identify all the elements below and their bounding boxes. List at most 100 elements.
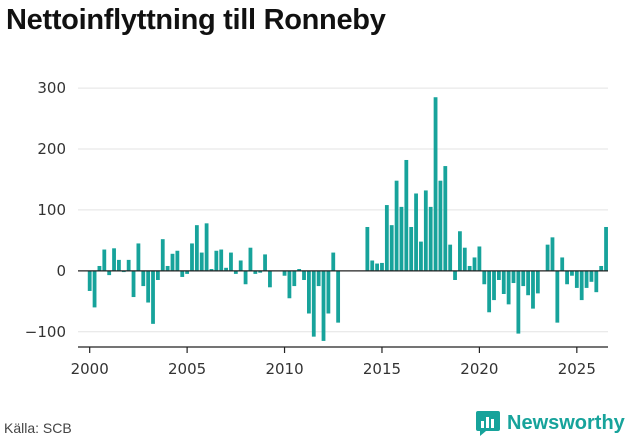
bar bbox=[336, 270, 341, 323]
bar bbox=[155, 270, 160, 280]
bar bbox=[506, 270, 511, 305]
bar bbox=[224, 267, 228, 271]
y-tick-label: 100 bbox=[37, 201, 66, 219]
bar bbox=[321, 270, 326, 341]
bar bbox=[311, 270, 316, 337]
bar-chart: −100 0 100 200 300 2000 2005 2010 2015 2020 2025 bbox=[25, 79, 608, 378]
bar bbox=[443, 166, 448, 271]
bar bbox=[326, 270, 331, 314]
bar bbox=[555, 270, 560, 323]
bar bbox=[589, 270, 594, 282]
bar bbox=[170, 253, 175, 271]
bar bbox=[263, 254, 267, 271]
bar bbox=[146, 270, 151, 303]
x-tick-label: 2010 bbox=[265, 360, 303, 378]
bar bbox=[287, 270, 292, 299]
bar bbox=[409, 226, 414, 271]
bar bbox=[467, 265, 472, 271]
bar bbox=[258, 270, 263, 273]
bar bbox=[160, 239, 165, 271]
bar bbox=[151, 270, 155, 324]
bar bbox=[316, 270, 321, 287]
bar bbox=[141, 270, 146, 287]
bar bbox=[531, 270, 535, 309]
brand-logo[interactable]: Newsworthy bbox=[475, 408, 625, 438]
bar bbox=[87, 270, 92, 291]
bar bbox=[131, 270, 136, 298]
bar bbox=[282, 270, 287, 276]
bar bbox=[219, 249, 224, 271]
bar bbox=[126, 259, 131, 271]
source-label: Källa: SCB bbox=[4, 420, 72, 436]
bar bbox=[579, 270, 584, 301]
bar bbox=[175, 250, 180, 271]
bar bbox=[511, 270, 516, 284]
y-tick-label: 200 bbox=[37, 140, 66, 158]
bar bbox=[199, 252, 204, 271]
x-tick-label: 2005 bbox=[168, 360, 206, 378]
bar bbox=[535, 270, 540, 294]
x-tick-label: 2000 bbox=[71, 360, 109, 378]
bar bbox=[307, 270, 311, 314]
bar bbox=[574, 270, 579, 288]
bar bbox=[92, 270, 97, 308]
bar bbox=[404, 159, 409, 271]
x-tick-label: 2015 bbox=[363, 360, 401, 378]
bars bbox=[87, 97, 608, 341]
bar bbox=[604, 226, 608, 271]
bar bbox=[560, 257, 565, 271]
bar bbox=[204, 223, 209, 271]
bar bbox=[584, 270, 589, 288]
bar bbox=[526, 270, 531, 296]
bar bbox=[399, 206, 404, 271]
bar bbox=[496, 270, 501, 280]
bar bbox=[458, 231, 462, 271]
bar bbox=[472, 257, 477, 271]
bar bbox=[501, 270, 506, 294]
bar bbox=[302, 270, 306, 280]
bar bbox=[107, 270, 112, 276]
bar bbox=[375, 263, 379, 271]
bar bbox=[570, 270, 574, 276]
chart-bubble-icon bbox=[476, 411, 500, 436]
bar bbox=[102, 249, 107, 271]
bar bbox=[492, 270, 496, 301]
bar bbox=[370, 260, 375, 271]
bar bbox=[394, 180, 399, 271]
bar bbox=[462, 247, 467, 271]
brand-name: Newsworthy bbox=[507, 411, 625, 434]
bar bbox=[453, 270, 457, 280]
bar bbox=[194, 225, 199, 271]
bar bbox=[190, 243, 194, 271]
bar bbox=[545, 244, 550, 271]
bar bbox=[389, 225, 394, 271]
bar bbox=[594, 270, 599, 293]
bar bbox=[448, 244, 453, 271]
bar bbox=[428, 206, 433, 271]
bar bbox=[185, 270, 190, 274]
bar bbox=[438, 180, 443, 271]
bar bbox=[487, 270, 492, 313]
bar bbox=[248, 247, 253, 271]
bar bbox=[117, 259, 121, 271]
bar bbox=[482, 270, 487, 285]
bar bbox=[165, 265, 170, 271]
chart-title: Nettoinflyttning till Ronneby bbox=[6, 4, 386, 36]
bar bbox=[433, 97, 438, 271]
bar bbox=[238, 260, 243, 271]
bar bbox=[423, 190, 428, 271]
bar bbox=[414, 193, 418, 271]
bar bbox=[565, 270, 569, 285]
bar bbox=[380, 262, 384, 271]
x-tick-label: 2020 bbox=[460, 360, 498, 378]
bar bbox=[297, 269, 302, 271]
bar bbox=[550, 237, 555, 271]
bar bbox=[521, 270, 526, 287]
bar bbox=[233, 270, 238, 274]
bar bbox=[243, 270, 248, 285]
bar bbox=[180, 270, 185, 277]
bar bbox=[419, 241, 423, 271]
x-tick-label: 2025 bbox=[558, 360, 596, 378]
bar bbox=[599, 265, 604, 271]
bar bbox=[268, 270, 272, 288]
